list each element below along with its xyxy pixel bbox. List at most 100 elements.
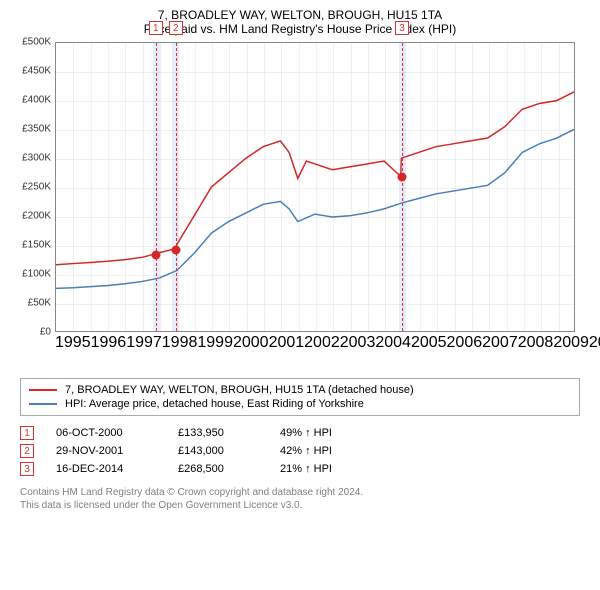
v-gridline: [247, 43, 248, 331]
v-gridline: [316, 43, 317, 331]
v-gridline: [125, 43, 126, 331]
x-tick-label: 1997: [126, 334, 162, 351]
v-gridline: [91, 43, 92, 331]
v-gridline: [73, 43, 74, 331]
v-gridline: [541, 43, 542, 331]
y-tick-label: £200K: [15, 211, 51, 222]
h-gridline: [56, 188, 574, 189]
v-gridline: [299, 43, 300, 331]
v-gridline: [385, 43, 386, 331]
h-gridline: [56, 130, 574, 131]
sale-row: 106-OCT-2000£133,95049% ↑ HPI: [20, 424, 580, 442]
footer: Contains HM Land Registry data © Crown c…: [20, 486, 580, 512]
x-tick-label: 2003: [340, 334, 376, 351]
sale-event-number: 1: [149, 21, 163, 35]
x-tick-label: 1996: [91, 334, 127, 351]
x-axis-labels: 1995199619971998199920002001200220032004…: [55, 334, 575, 374]
v-gridline: [108, 43, 109, 331]
chart-container: £0£50K£100K£150K£200K£250K£300K£350K£400…: [15, 42, 585, 372]
sale-marker-dot: [171, 246, 180, 255]
sale-number-box: 3: [20, 462, 34, 476]
sale-event-number: 3: [395, 21, 409, 35]
sale-price: £133,950: [178, 427, 258, 439]
v-gridline: [420, 43, 421, 331]
v-gridline: [368, 43, 369, 331]
h-gridline: [56, 101, 574, 102]
h-gridline: [56, 246, 574, 247]
series-hpi: [56, 129, 574, 288]
h-gridline: [56, 159, 574, 160]
y-tick-label: £300K: [15, 153, 51, 164]
x-tick-label: 2002: [304, 334, 340, 351]
sale-diff: 49% ↑ HPI: [280, 427, 390, 439]
x-tick-label: 2005: [411, 334, 447, 351]
sale-price: £268,500: [178, 463, 258, 475]
legend-label: 7, BROADLEY WAY, WELTON, BROUGH, HU15 1T…: [65, 384, 414, 396]
sale-date: 29-NOV-2001: [56, 445, 156, 457]
sale-row: 2 29-NOV-2001 £143,000 42% ↑ HPI: [20, 442, 580, 460]
x-tick-label: 2007: [482, 334, 518, 351]
v-gridline: [333, 43, 334, 331]
v-gridline: [229, 43, 230, 331]
h-gridline: [56, 275, 574, 276]
y-tick-label: £250K: [15, 182, 51, 193]
v-gridline: [143, 43, 144, 331]
plot-area: 123: [55, 42, 575, 332]
line-series-svg: [56, 43, 574, 331]
v-gridline: [212, 43, 213, 331]
y-tick-label: £50K: [15, 298, 51, 309]
sale-marker-dot: [397, 173, 406, 182]
legend-row: 7, BROADLEY WAY, WELTON, BROUGH, HU15 1T…: [29, 383, 571, 397]
y-tick-label: £500K: [15, 37, 51, 48]
chart-title: 7, BROADLEY WAY, WELTON, BROUGH, HU15 1T…: [8, 8, 592, 36]
v-gridline: [195, 43, 196, 331]
legend: 7, BROADLEY WAY, WELTON, BROUGH, HU15 1T…: [20, 378, 580, 416]
v-gridline: [472, 43, 473, 331]
v-gridline: [455, 43, 456, 331]
title-line2: Price paid vs. HM Land Registry's House …: [8, 22, 592, 36]
v-gridline: [160, 43, 161, 331]
x-tick-label: 2000: [233, 334, 269, 351]
legend-swatch: [29, 389, 57, 391]
x-tick-label: 2006: [447, 334, 483, 351]
legend-swatch: [29, 403, 57, 405]
x-tick-label: 1995: [55, 334, 91, 351]
h-gridline: [56, 304, 574, 305]
sale-number-box: 1: [20, 426, 34, 440]
v-gridline: [559, 43, 560, 331]
legend-label: HPI: Average price, detached house, East…: [65, 398, 364, 410]
v-gridline: [507, 43, 508, 331]
sales-table: 106-OCT-2000£133,95049% ↑ HPI229-NOV-200…: [20, 424, 580, 478]
y-tick-label: £0: [15, 327, 51, 338]
footer-line2: This data is licensed under the Open Gov…: [20, 499, 580, 512]
x-tick-label: 2009: [553, 334, 589, 351]
sale-event-line: [156, 43, 157, 331]
sale-event-line: [176, 43, 177, 331]
sale-number-box: 2: [20, 444, 34, 458]
x-tick-label: 2010: [589, 334, 600, 351]
sale-diff: 21% ↑ HPI: [280, 463, 390, 475]
x-tick-label: 1999: [197, 334, 233, 351]
sale-event-number: 2: [169, 21, 183, 35]
sale-price: £143,000: [178, 445, 258, 457]
y-tick-label: £350K: [15, 124, 51, 135]
v-gridline: [524, 43, 525, 331]
sale-diff: 42% ↑ HPI: [280, 445, 390, 457]
v-gridline: [281, 43, 282, 331]
legend-row: HPI: Average price, detached house, East…: [29, 397, 571, 411]
h-gridline: [56, 217, 574, 218]
x-tick-label: 2004: [375, 334, 411, 351]
y-tick-label: £100K: [15, 269, 51, 280]
footer-line1: Contains HM Land Registry data © Crown c…: [20, 486, 580, 499]
v-gridline: [489, 43, 490, 331]
x-tick-label: 2001: [269, 334, 305, 351]
sale-row: 3 16-DEC-2014 £268,500 21% ↑ HPI: [20, 460, 580, 478]
title-line1: 7, BROADLEY WAY, WELTON, BROUGH, HU15 1T…: [8, 8, 592, 22]
y-tick-label: £450K: [15, 66, 51, 77]
sale-event-line: [402, 43, 403, 331]
h-gridline: [56, 72, 574, 73]
sale-date: 16-DEC-2014: [56, 463, 156, 475]
v-gridline: [437, 43, 438, 331]
v-gridline: [351, 43, 352, 331]
x-tick-label: 1998: [162, 334, 198, 351]
